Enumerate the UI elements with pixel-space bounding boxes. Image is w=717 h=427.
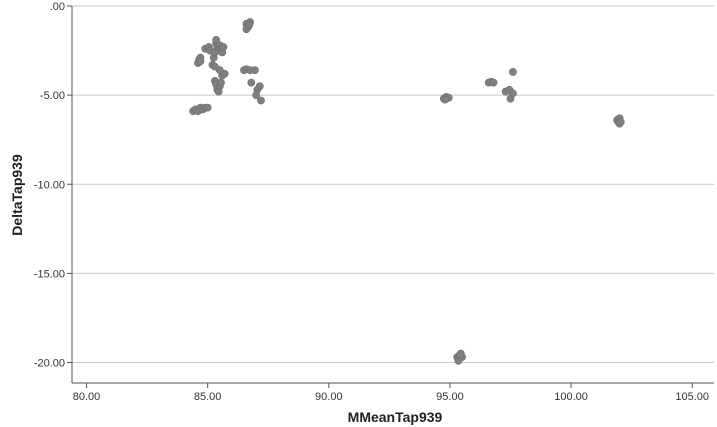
y-tick-label: -20.00 bbox=[34, 358, 65, 370]
y-axis-title: DeltaTap939 bbox=[9, 154, 25, 236]
scatter-point bbox=[245, 20, 254, 29]
scatter-point bbox=[509, 68, 517, 76]
scatter-point bbox=[252, 91, 261, 100]
x-tick-label: 85.00 bbox=[194, 391, 222, 403]
x-axis-title: MMeanTap939 bbox=[348, 409, 443, 425]
scatter-point bbox=[441, 95, 449, 104]
scatter-point bbox=[219, 43, 228, 51]
scatter-point bbox=[255, 82, 264, 91]
x-tick-label: 100.00 bbox=[554, 391, 588, 403]
x-tick-label: 105.00 bbox=[675, 391, 709, 403]
tick-labels: .00 -5.00 -10.00 -15.00 -20.00 80.00 85.00 90.0… bbox=[34, 1, 709, 403]
x-tick-label: 90.00 bbox=[315, 391, 343, 403]
scatter-point bbox=[251, 66, 259, 75]
data-points bbox=[189, 18, 625, 365]
axes bbox=[67, 5, 714, 388]
scatter-point bbox=[456, 350, 465, 359]
y-tick-label: .00 bbox=[50, 1, 65, 13]
gridlines bbox=[72, 5, 714, 364]
scatter-point bbox=[203, 103, 212, 112]
x-tick-label: 80.00 bbox=[73, 391, 101, 403]
scatter-point bbox=[247, 78, 256, 87]
scatter-point bbox=[217, 78, 225, 87]
scatter-point bbox=[616, 117, 625, 126]
y-tick-label: -15.00 bbox=[34, 268, 65, 280]
scatter-point bbox=[509, 89, 517, 98]
scatter-point bbox=[196, 57, 205, 66]
y-tick-label: -5.00 bbox=[40, 90, 65, 102]
y-tick-label: -10.00 bbox=[34, 179, 65, 191]
scatter-point bbox=[215, 66, 224, 75]
x-tick-label: 95.00 bbox=[436, 391, 464, 403]
scatter-point bbox=[257, 96, 265, 105]
scatter-point bbox=[489, 78, 498, 87]
